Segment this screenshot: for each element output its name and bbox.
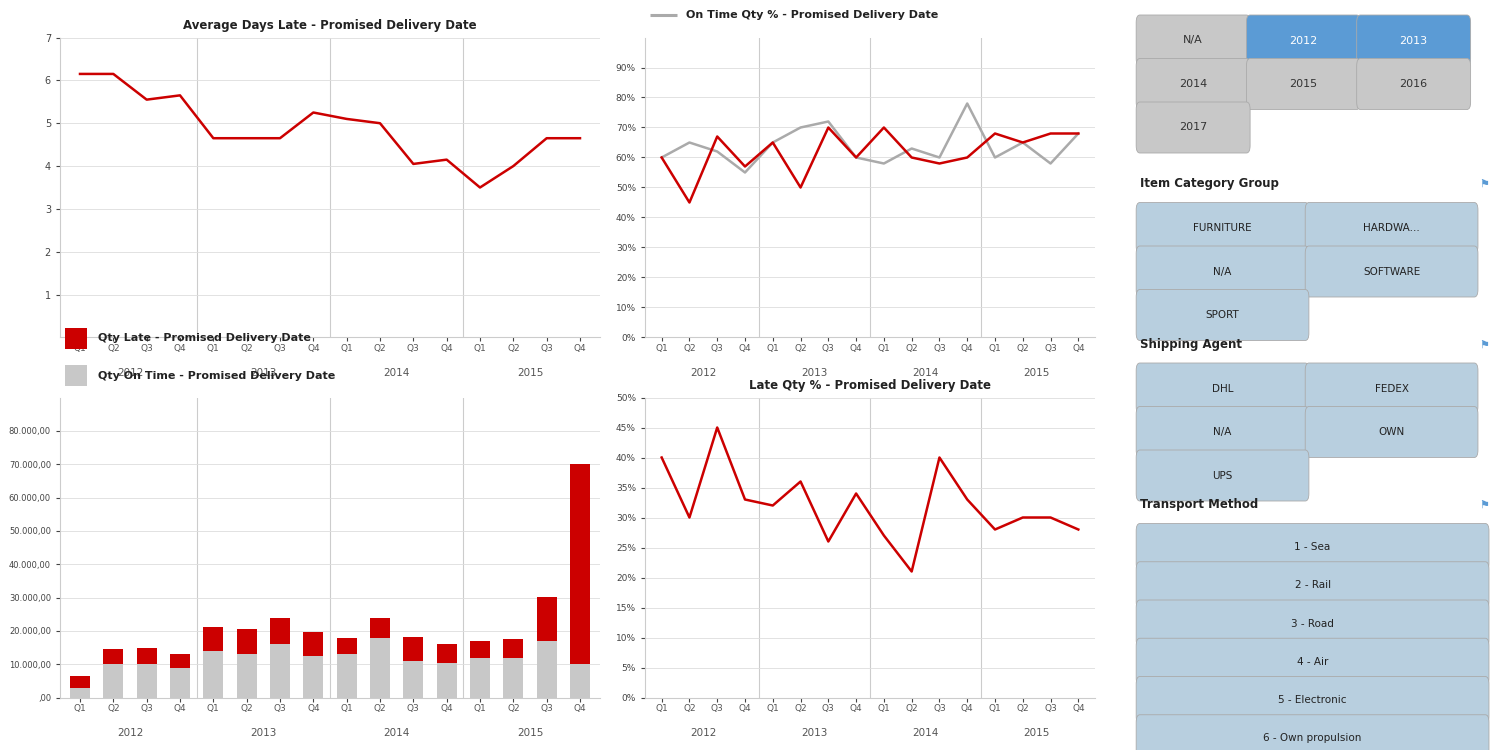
Bar bbox=[570, 664, 590, 698]
Bar bbox=[370, 617, 390, 638]
Text: Shipping Agent: Shipping Agent bbox=[1140, 338, 1242, 351]
Text: 2016: 2016 bbox=[1400, 79, 1428, 89]
Bar bbox=[336, 638, 357, 654]
Bar bbox=[136, 647, 156, 664]
Text: HARDWA...: HARDWA... bbox=[1364, 223, 1420, 233]
FancyBboxPatch shape bbox=[1136, 638, 1490, 686]
Bar bbox=[204, 628, 224, 651]
FancyBboxPatch shape bbox=[1305, 202, 1478, 254]
FancyBboxPatch shape bbox=[1136, 202, 1310, 254]
Bar bbox=[470, 658, 490, 698]
FancyBboxPatch shape bbox=[1246, 15, 1360, 66]
Title: Average Days Late - Promised Delivery Date: Average Days Late - Promised Delivery Da… bbox=[183, 20, 477, 32]
Bar bbox=[537, 640, 556, 698]
Bar bbox=[270, 644, 290, 698]
Text: FURNITURE: FURNITURE bbox=[1192, 223, 1252, 233]
FancyBboxPatch shape bbox=[1305, 246, 1478, 297]
Bar bbox=[370, 638, 390, 698]
FancyBboxPatch shape bbox=[1356, 58, 1470, 110]
Text: N/A: N/A bbox=[1214, 266, 1231, 277]
Bar bbox=[104, 664, 123, 698]
FancyBboxPatch shape bbox=[1136, 600, 1490, 647]
Bar bbox=[470, 640, 490, 658]
Text: DHL: DHL bbox=[1212, 383, 1233, 394]
Text: 2014: 2014 bbox=[1179, 79, 1208, 89]
FancyBboxPatch shape bbox=[1356, 15, 1470, 66]
Bar bbox=[170, 668, 190, 698]
Bar bbox=[303, 632, 324, 656]
FancyBboxPatch shape bbox=[1136, 450, 1310, 501]
FancyBboxPatch shape bbox=[1246, 58, 1360, 110]
Text: On Time Qty % - Promised Delivery Date: On Time Qty % - Promised Delivery Date bbox=[686, 10, 938, 20]
FancyBboxPatch shape bbox=[1305, 406, 1478, 457]
Bar bbox=[237, 629, 256, 654]
Text: ⚑: ⚑ bbox=[1479, 178, 1490, 189]
Text: SPORT: SPORT bbox=[1206, 310, 1239, 320]
Text: 6 - Own propulsion: 6 - Own propulsion bbox=[1263, 734, 1362, 743]
Title: Late Qty % - Promised Delivery Date: Late Qty % - Promised Delivery Date bbox=[748, 380, 992, 392]
Text: 2012: 2012 bbox=[1290, 35, 1317, 46]
Bar bbox=[66, 365, 87, 386]
Text: Qty On Time - Promised Delivery Date: Qty On Time - Promised Delivery Date bbox=[98, 370, 334, 381]
Bar bbox=[237, 654, 256, 698]
FancyBboxPatch shape bbox=[1136, 246, 1310, 297]
Text: Transport Method: Transport Method bbox=[1140, 498, 1258, 512]
Text: 2 - Rail: 2 - Rail bbox=[1294, 580, 1330, 590]
FancyBboxPatch shape bbox=[1136, 562, 1490, 609]
Text: 1 - Sea: 1 - Sea bbox=[1294, 542, 1330, 552]
Bar bbox=[66, 328, 87, 349]
Text: OWN: OWN bbox=[1378, 427, 1404, 437]
FancyBboxPatch shape bbox=[1136, 363, 1310, 414]
FancyBboxPatch shape bbox=[1136, 102, 1250, 153]
Bar bbox=[70, 688, 90, 698]
FancyBboxPatch shape bbox=[1136, 290, 1310, 340]
Text: ⚑: ⚑ bbox=[1479, 339, 1490, 350]
Text: Qty Late - Promised Delivery Date: Qty Late - Promised Delivery Date bbox=[98, 333, 310, 344]
Bar bbox=[504, 658, 524, 698]
Bar bbox=[303, 656, 324, 698]
Text: FEDEX: FEDEX bbox=[1374, 383, 1408, 394]
Bar bbox=[436, 644, 456, 662]
Text: 2017: 2017 bbox=[1179, 122, 1208, 133]
Text: ⚑: ⚑ bbox=[1479, 500, 1490, 510]
Text: UPS: UPS bbox=[1212, 470, 1233, 481]
Bar bbox=[504, 639, 524, 658]
Bar bbox=[104, 650, 123, 664]
FancyBboxPatch shape bbox=[1136, 15, 1250, 66]
Bar bbox=[436, 662, 456, 698]
Text: Item Category Group: Item Category Group bbox=[1140, 177, 1278, 190]
Bar bbox=[270, 617, 290, 644]
Text: 3 - Road: 3 - Road bbox=[1292, 619, 1334, 628]
Bar bbox=[404, 638, 423, 661]
Bar bbox=[537, 598, 556, 640]
Bar bbox=[404, 661, 423, 698]
Text: 4 - Air: 4 - Air bbox=[1298, 657, 1329, 667]
Bar bbox=[70, 676, 90, 688]
Text: 2015: 2015 bbox=[1290, 79, 1317, 89]
Bar bbox=[204, 651, 224, 698]
Bar bbox=[170, 654, 190, 668]
Text: 2013: 2013 bbox=[1400, 35, 1428, 46]
Text: N/A: N/A bbox=[1214, 427, 1231, 437]
FancyBboxPatch shape bbox=[1305, 363, 1478, 414]
FancyBboxPatch shape bbox=[1136, 715, 1490, 750]
FancyBboxPatch shape bbox=[1136, 58, 1250, 110]
Text: N/A: N/A bbox=[1184, 35, 1203, 46]
Text: 5 - Electronic: 5 - Electronic bbox=[1278, 695, 1347, 705]
FancyBboxPatch shape bbox=[1136, 676, 1490, 724]
Text: SOFTWARE: SOFTWARE bbox=[1364, 266, 1420, 277]
Bar bbox=[570, 464, 590, 664]
FancyBboxPatch shape bbox=[1136, 524, 1490, 571]
Bar bbox=[336, 654, 357, 698]
Bar bbox=[136, 664, 156, 698]
FancyBboxPatch shape bbox=[1136, 406, 1310, 457]
